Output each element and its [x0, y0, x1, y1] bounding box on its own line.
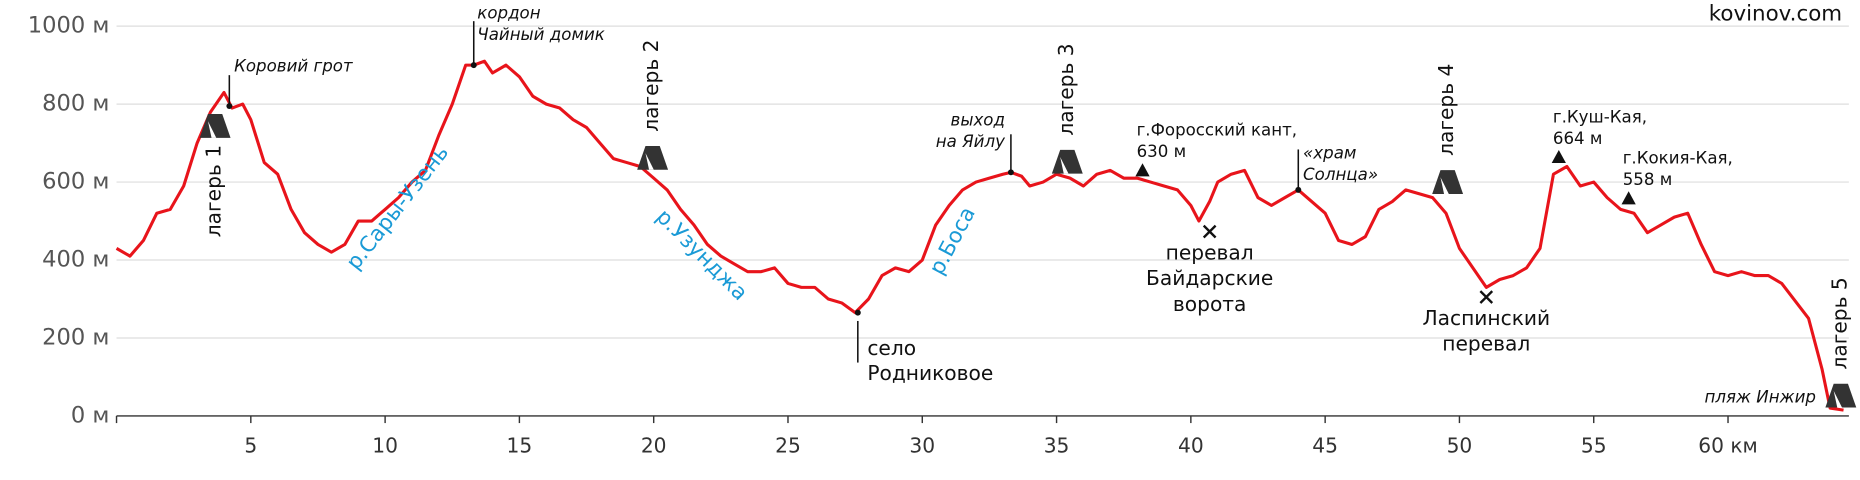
- x-tick-label: 35: [1044, 433, 1070, 457]
- x-tick-label: 60 км: [1698, 433, 1758, 457]
- camp-icon: [637, 146, 669, 170]
- camp-label: лагерь 2: [639, 39, 663, 131]
- pass-marker: [1202, 224, 1217, 239]
- point-marker: [470, 62, 477, 69]
- river-label: р.Боса: [925, 203, 981, 279]
- summit-label: 664 м: [1553, 129, 1603, 148]
- camp-icon: [1432, 170, 1464, 194]
- camp-label: лагерь 3: [1054, 43, 1078, 135]
- x-tick-label: 25: [775, 433, 801, 457]
- point-label: на Яйлу: [936, 132, 1006, 151]
- summit-marker: [1135, 163, 1150, 177]
- camp-icon: [1825, 383, 1857, 408]
- camp-label: лагерь 1: [202, 145, 226, 237]
- point-marker: [1007, 169, 1014, 176]
- camp-label: лагерь 4: [1434, 64, 1458, 156]
- x-tick-label: 55: [1581, 433, 1607, 457]
- river-label: р.Сары-Узень: [342, 141, 454, 275]
- x-tick-label: 40: [1178, 433, 1204, 457]
- pass-marker: [1479, 290, 1494, 304]
- y-tick-label: 1000 м: [28, 13, 110, 39]
- summit-label: 630 м: [1137, 142, 1187, 161]
- pass-label: Ласпинский: [1422, 306, 1550, 330]
- point-marker: [1295, 186, 1302, 193]
- point-label: выход: [951, 111, 1005, 130]
- elevation-line: [115, 59, 1844, 412]
- x-tick-label: 30: [909, 433, 935, 457]
- camp-door: [1060, 157, 1069, 174]
- camp-icon: [199, 114, 231, 138]
- point-label: Чайный домик: [477, 25, 605, 44]
- camp-label: лагерь 5: [1827, 277, 1851, 369]
- camp-door: [1833, 390, 1843, 408]
- pass-label: ворота: [1173, 292, 1247, 316]
- summit-label: г.Кокия-Кая,: [1623, 149, 1733, 168]
- beach-label: пляж Инжир: [1705, 388, 1816, 407]
- y-tick-label: 0 м: [71, 402, 110, 428]
- x-tick-label: 5: [244, 433, 257, 457]
- river-label: р.Узунджа: [651, 204, 752, 305]
- summit-marker: [1551, 149, 1566, 164]
- point-label: Коровий грот: [234, 56, 354, 75]
- x-tick-label: 50: [1447, 433, 1473, 457]
- point-label: «храм: [1303, 144, 1356, 163]
- point-label: Родниковое: [867, 361, 993, 385]
- point-marker: [854, 309, 861, 316]
- summit-label: г.Форосский кант,: [1137, 121, 1298, 140]
- x-tick-label: 45: [1312, 433, 1338, 457]
- point-label: Солнца»: [1303, 165, 1378, 184]
- camp-icon: [1051, 149, 1083, 174]
- x-tick-label: 10: [372, 433, 398, 457]
- y-tick-label: 400 м: [42, 247, 109, 273]
- point-label: село: [867, 336, 916, 360]
- source: kovinov.com: [1709, 1, 1842, 26]
- pass-label: перевал: [1166, 241, 1254, 265]
- x-tick-label: 15: [507, 433, 533, 457]
- summit-label: г.Куш-Кая,: [1553, 107, 1647, 126]
- y-tick-label: 600 м: [42, 169, 109, 195]
- y-tick-label: 800 м: [42, 91, 109, 117]
- pass-label: Байдарские: [1146, 266, 1273, 290]
- summit-marker: [1621, 191, 1636, 205]
- pass-label: перевал: [1442, 332, 1530, 356]
- point-marker: [226, 103, 233, 110]
- point-label: кордон: [477, 4, 540, 23]
- y-tick-label: 200 м: [42, 324, 109, 350]
- x-tick-label: 20: [641, 433, 667, 457]
- summit-label: 558 м: [1623, 170, 1673, 189]
